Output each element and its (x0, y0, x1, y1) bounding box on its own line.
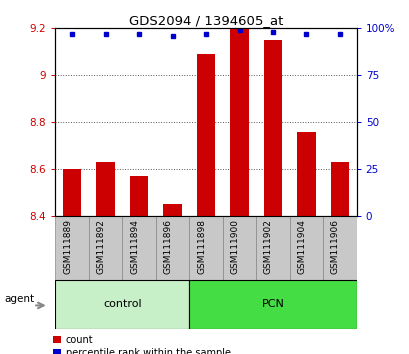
Text: GSM111889: GSM111889 (63, 219, 72, 274)
Bar (189, 280, 356, 329)
Bar (122, 216, 155, 280)
Bar (289, 216, 322, 280)
Bar (155, 216, 189, 280)
Bar (263, 40, 281, 216)
Bar (96, 162, 115, 216)
Bar (256, 216, 289, 280)
Bar (196, 54, 215, 216)
Text: GSM111900: GSM111900 (230, 219, 239, 274)
Text: GSM111904: GSM111904 (297, 219, 306, 274)
Text: GSM111896: GSM111896 (163, 219, 172, 274)
Text: GSM111906: GSM111906 (330, 219, 339, 274)
Bar (189, 216, 222, 280)
Text: PCN: PCN (261, 299, 284, 309)
Bar (55, 280, 189, 329)
Bar (297, 132, 315, 216)
Bar (55, 216, 89, 280)
Text: GSM111902: GSM111902 (263, 219, 272, 274)
Title: GDS2094 / 1394605_at: GDS2094 / 1394605_at (128, 14, 283, 27)
Text: GSM111892: GSM111892 (97, 219, 106, 274)
Bar (163, 204, 181, 216)
Text: agent: agent (4, 295, 34, 304)
Bar (322, 216, 356, 280)
Text: control: control (103, 299, 141, 309)
Bar (222, 216, 256, 280)
Bar (63, 169, 81, 216)
Bar (330, 162, 348, 216)
Text: GSM111894: GSM111894 (130, 219, 139, 274)
Legend: count, percentile rank within the sample: count, percentile rank within the sample (52, 334, 231, 354)
Bar (89, 216, 122, 280)
Text: GSM111898: GSM111898 (197, 219, 205, 274)
Bar (130, 176, 148, 216)
Bar (230, 28, 248, 216)
